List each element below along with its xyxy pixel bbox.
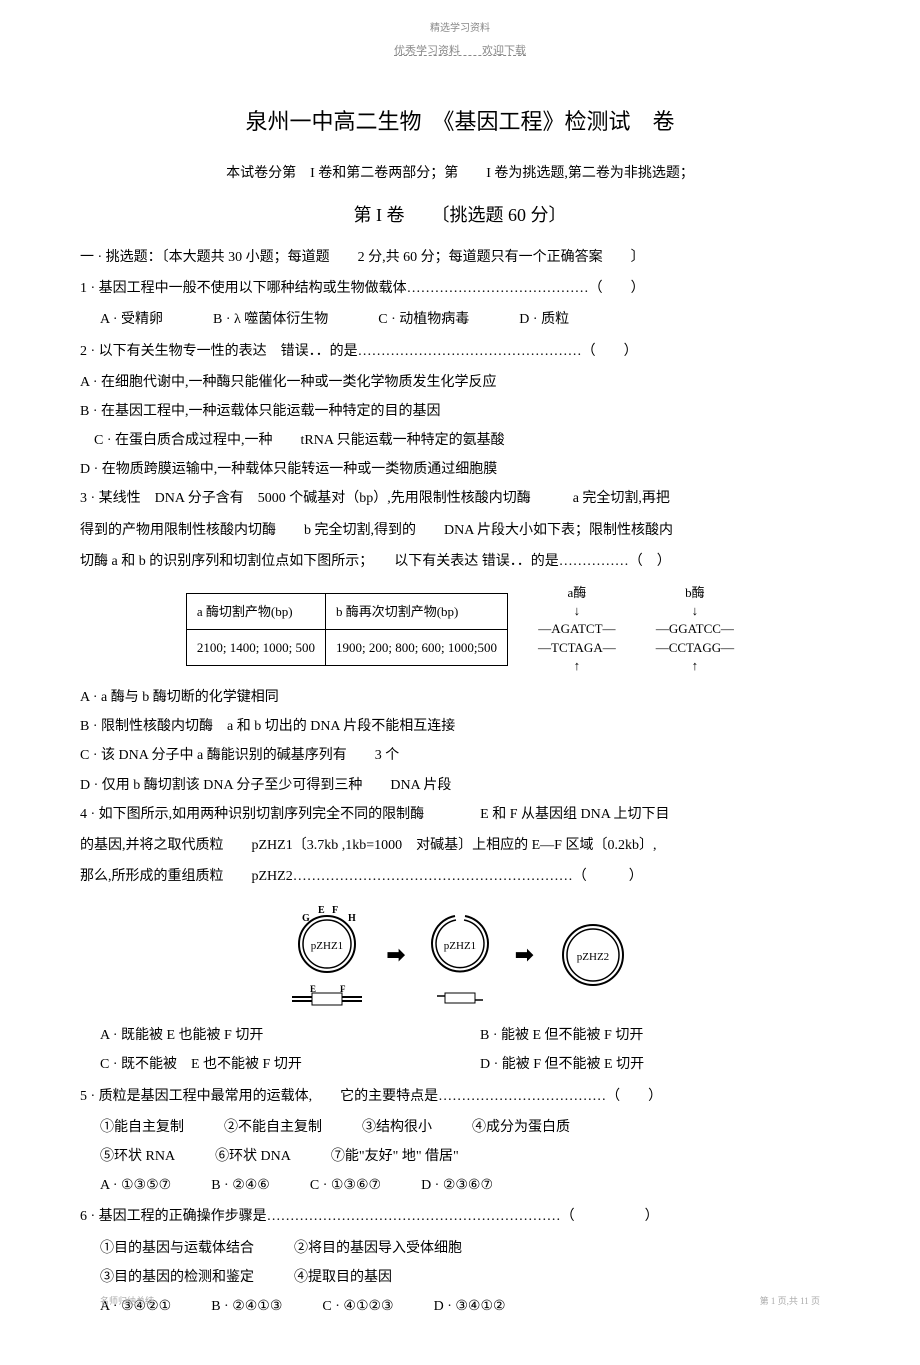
- q4-opt-a: A · 既能被 E 也能被 F 切开: [100, 1023, 460, 1048]
- q3-diagram-row: a 酶切割产物(bp) b 酶再次切割产物(bp) 2100; 1400; 10…: [80, 584, 840, 675]
- q6-features-1: ①目的基因与运载体结合 ②将目的基因导入受体细胞: [80, 1236, 840, 1261]
- q1-opt-c: C · 动植物病毒: [378, 307, 469, 332]
- question-3-l1: 3 · 某线性 DNA 分子含有 5000 个碱基对（bp）,先用限制性核酸内切…: [80, 486, 840, 511]
- q1-options: A · 受精卵 B · λ 噬菌体衍生物 C · 动植物病毒 D · 质粒: [80, 307, 840, 332]
- q5-opt-a: A · ①③⑤⑦: [100, 1173, 171, 1198]
- q2-opt-c: C · 在蛋白质合成过程中,一种 tRNA 只能运载一种特定的氨基酸: [80, 428, 840, 453]
- q4-opt-d: D · 能被 F 但不能被 E 切开: [480, 1052, 840, 1077]
- q2-opt-a: A · 在细胞代谢中,一种酶只能催化一种或一类化学物质发生化学反应: [80, 370, 840, 395]
- question-3-l3: 切酶 a 和 b 的识别序列和切割位点如下图所示； 以下有关表达 错误．．的是……: [80, 549, 840, 574]
- question-4-l2: 的基因,并将之取代质粒 pZHZ1〔3.7kb ,1kb=1000 对碱基〕上相…: [80, 833, 840, 858]
- enzyme-b-col: b酶 ↓ —GGATCC— —CCTAGG— ↑: [656, 584, 734, 675]
- q6-features-2: ③目的基因的检测和鉴定 ④提取目的基因: [80, 1265, 840, 1290]
- q3-th2: b 酶再次切割产物(bp): [325, 593, 507, 629]
- q2-opt-d: D · 在物质跨膜运输中,一种载体只能转运一种或一类物质通过细胞膜: [80, 457, 840, 482]
- enzyme-b-seq2: —CCTAGG—: [656, 639, 734, 657]
- q1-opt-a: A · 受精卵: [100, 307, 163, 332]
- plasmid2-icon: pZHZ2: [548, 910, 638, 1000]
- q5-opt-b: B · ②④⑥: [211, 1173, 270, 1198]
- section-header: 第 I 卷 〔挑选题 60 分〕: [80, 199, 840, 231]
- enzyme-a-col: a酶 ↓ —AGATCT— —TCTAGA— ↑: [538, 584, 616, 675]
- q3-opt-c: C · 该 DNA 分子中 a 酶能识别的碱基序列有 3 个: [80, 743, 840, 768]
- q6-f3: ③目的基因的检测和鉴定: [100, 1265, 254, 1290]
- question-4-l1: 4 · 如下图所示,如用两种识别切割序列完全不同的限制酶 E 和 F 从基因组 …: [80, 802, 840, 827]
- down-arrow-icon: ↓: [574, 602, 581, 620]
- q6-f4: ④提取目的基因: [294, 1265, 392, 1290]
- up-arrow-icon: ↑: [692, 657, 699, 675]
- q5-options: A · ①③⑤⑦ B · ②④⑥ C · ①③⑥⑦ D · ②③⑥⑦: [80, 1173, 840, 1198]
- svg-text:E: E: [310, 985, 316, 994]
- q1-opt-d: D · 质粒: [519, 307, 569, 332]
- question-6: 6 · 基因工程的正确操作步骤是………………………………………………………（ ）: [80, 1204, 840, 1229]
- question-1: 1 · 基因工程中一般不使用以下哪种结构或生物做载体…………………………………（…: [80, 276, 840, 301]
- q3-td1: 2100; 1400; 1000; 500: [186, 630, 325, 666]
- q6-opt-c: C · ④①②③: [322, 1294, 393, 1319]
- question-5: 5 · 质粒是基因工程中最常用的运载体, 它的主要特点是…………………………………: [80, 1084, 840, 1109]
- footer-right: 第 1 页,共 11 页: [760, 1293, 820, 1309]
- page-title: 泉州一中高二生物 《基因工程》检测试 卷: [80, 102, 840, 142]
- q3-td2: 1900; 200; 800; 600; 1000;500: [325, 630, 507, 666]
- svg-text:F: F: [340, 985, 346, 994]
- svg-text:pZHZ1: pZHZ1: [444, 940, 476, 952]
- q3-th1: a 酶切割产物(bp): [186, 593, 325, 629]
- footer-left: 名师归纳总结: [100, 1293, 154, 1309]
- plasmid1-cut-group: pZHZ1: [420, 899, 500, 1011]
- question-3-l2: 得到的产物用限制性核酸内切酶 b 完全切割,得到的 DNA 片段大小如下表；限制…: [80, 518, 840, 543]
- q4-options: A · 既能被 E 也能被 F 切开 B · 能被 E 但不能被 F 切开 C …: [80, 1023, 840, 1077]
- svg-text:G: G: [302, 913, 310, 924]
- q5-f5: ⑤环状 RNA: [100, 1144, 175, 1169]
- q6-f2: ②将目的基因导入受体细胞: [294, 1236, 462, 1261]
- down-arrow-icon: ↓: [692, 602, 699, 620]
- q5-f3: ③结构很小: [362, 1115, 432, 1140]
- q6-opt-d: D · ③④①②: [434, 1294, 506, 1319]
- plasmid1-group: pZHZ1 G E F H E F: [282, 899, 372, 1011]
- enzyme-a-label: a酶: [567, 584, 586, 602]
- enzyme-b-label: b酶: [685, 584, 705, 602]
- q5-opt-d: D · ②③⑥⑦: [421, 1173, 493, 1198]
- q5-f1: ①能自主复制: [100, 1115, 184, 1140]
- q5-features-2: ⑤环状 RNA ⑥环状 DNA ⑦能"友好" 地" 借居": [80, 1144, 840, 1169]
- plasmid-diagram: pZHZ1 G E F H E F ➡ pZHZ1 ➡ pZHZ2: [80, 899, 840, 1011]
- q5-f6: ⑥环状 DNA: [215, 1144, 291, 1169]
- q2-opt-b: B · 在基因工程中,一种运载体只能运载一种特定的目的基因: [80, 399, 840, 424]
- question-4-l3: 那么,所形成的重组质粒 pZHZ2……………………………………………………（ ）: [80, 864, 840, 889]
- arrow-icon: ➡: [387, 935, 405, 975]
- svg-text:H: H: [348, 913, 356, 924]
- q1-opt-b: B · λ 噬菌体衍生物: [213, 307, 328, 332]
- svg-text:F: F: [332, 905, 338, 916]
- enzyme-a-seq1: —AGATCT—: [538, 620, 615, 638]
- plasmid1-icon: pZHZ1 G E F H: [282, 899, 372, 979]
- top-label: 精选学习资料: [80, 20, 840, 38]
- question-2: 2 · 以下有关生物专一性的表达 错误．．的是…………………………………………（…: [80, 339, 840, 364]
- q5-f4: ④成分为蛋白质: [472, 1115, 570, 1140]
- intro: 一 · 挑选题：〔本大题共 30 小题；每道题 2 分,共 60 分；每道题只有…: [80, 245, 840, 270]
- q6-opt-b: B · ②④①③: [211, 1294, 282, 1319]
- q3-opt-d: D · 仅用 b 酶切割该 DNA 分子至少可得到三种 DNA 片段: [80, 773, 840, 798]
- svg-text:E: E: [318, 905, 325, 916]
- q5-f2: ②不能自主复制: [224, 1115, 322, 1140]
- q4-opt-c: C · 既不能被 E 也不能被 F 切开: [100, 1052, 460, 1077]
- q3-opt-a: A · a 酶与 b 酶切断的化学键相同: [80, 685, 840, 710]
- subtitle: 本试卷分第 I 卷和第二卷两部分；第 I 卷为挑选题,第二卷为非挑选题；: [80, 161, 840, 186]
- gene-cut-icon: [425, 985, 495, 1011]
- up-arrow-icon: ↑: [574, 657, 581, 675]
- q5-f7: ⑦能"友好" 地" 借居": [331, 1144, 459, 1169]
- q6-options: A · ③④②① B · ②④①③ C · ④①②③ D · ③④①②: [80, 1294, 840, 1319]
- q3-table: a 酶切割产物(bp) b 酶再次切割产物(bp) 2100; 1400; 10…: [186, 593, 508, 667]
- q5-opt-c: C · ①③⑥⑦: [310, 1173, 381, 1198]
- q4-opt-b: B · 能被 E 但不能被 F 切开: [480, 1023, 840, 1048]
- enzyme-diagram: a酶 ↓ —AGATCT— —TCTAGA— ↑ b酶 ↓ —GGATCC— —…: [538, 584, 734, 675]
- plasmid-cut-icon: pZHZ1: [420, 899, 500, 979]
- svg-text:pZHZ1: pZHZ1: [310, 940, 342, 952]
- enzyme-a-seq2: —TCTAGA—: [538, 639, 616, 657]
- enzyme-b-seq1: —GGATCC—: [656, 620, 734, 638]
- q6-f1: ①目的基因与运载体结合: [100, 1236, 254, 1261]
- gene-segment-icon: E F: [282, 985, 372, 1011]
- q5-features-1: ①能自主复制 ②不能自主复制 ③结构很小 ④成分为蛋白质: [80, 1115, 840, 1140]
- q3-opt-b: B · 限制性核酸内切酶 a 和 b 切出的 DNA 片段不能相互连接: [80, 714, 840, 739]
- sub-label: 优秀学习资料 欢迎下载: [80, 42, 840, 62]
- arrow-icon: ➡: [515, 935, 533, 975]
- svg-text:pZHZ2: pZHZ2: [577, 951, 609, 963]
